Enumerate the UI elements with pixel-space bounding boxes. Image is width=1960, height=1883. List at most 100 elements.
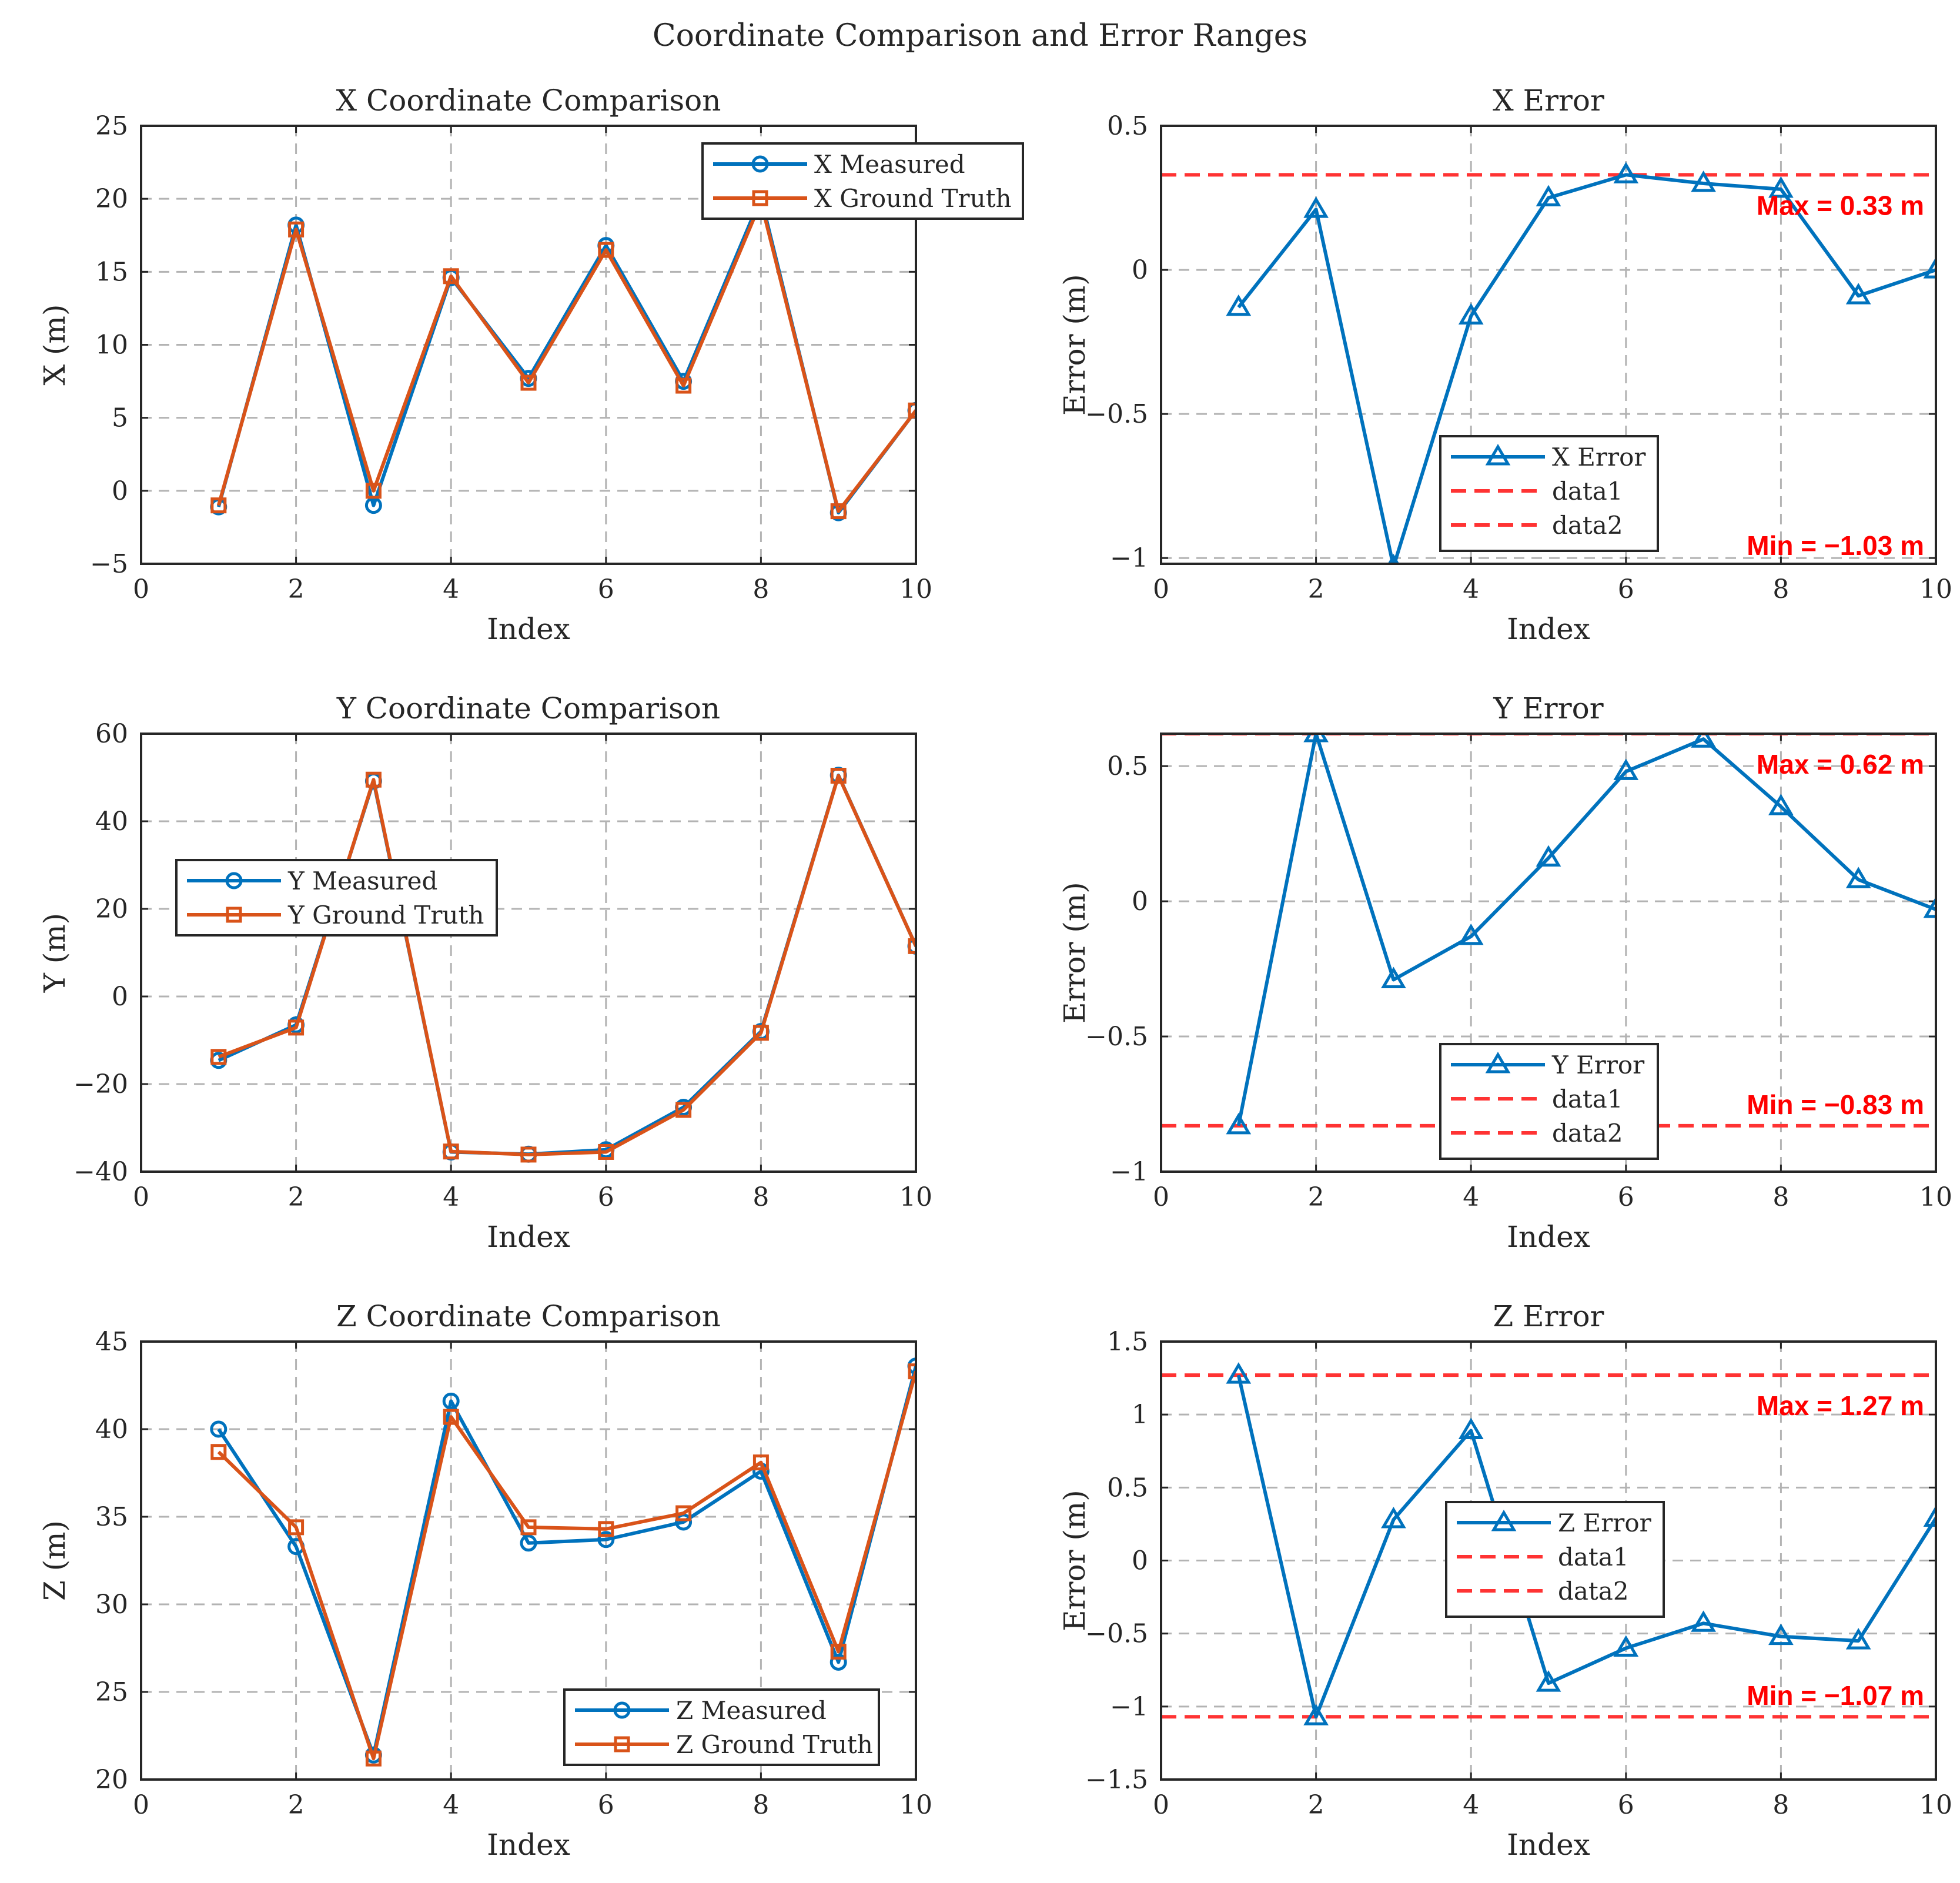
x-axis-label: Index bbox=[1507, 1828, 1590, 1862]
y-tick-label: −1 bbox=[1110, 543, 1148, 573]
legend-label: X Ground Truth bbox=[814, 184, 1012, 213]
x-tick-label: 0 bbox=[133, 1790, 149, 1820]
data-point bbox=[1691, 734, 1716, 748]
legend-box bbox=[175, 859, 498, 937]
x-tick-label: 10 bbox=[899, 1182, 932, 1212]
data-point bbox=[1303, 734, 1329, 743]
x-tick-label: 0 bbox=[1153, 1790, 1169, 1820]
legend-marker bbox=[751, 155, 769, 173]
data-point bbox=[908, 1363, 916, 1380]
legend-marker bbox=[613, 1701, 631, 1719]
data-point bbox=[1923, 257, 1936, 279]
legend-label: Z Error bbox=[1558, 1509, 1652, 1537]
x-tick-label: 4 bbox=[443, 574, 459, 604]
axes-box bbox=[140, 125, 917, 565]
data-point bbox=[288, 221, 305, 238]
axes-box bbox=[1160, 125, 1937, 565]
legend-entry: X Error bbox=[1451, 443, 1646, 471]
data-point bbox=[1458, 1417, 1484, 1439]
x-axis-label: Index bbox=[487, 1828, 570, 1862]
series-x-measured bbox=[210, 189, 916, 521]
legend-marker bbox=[1485, 444, 1511, 466]
x-tick-label: 4 bbox=[1463, 574, 1479, 604]
y-tick-label: 0 bbox=[112, 982, 128, 1012]
y-axis-label: Error (m) bbox=[1058, 274, 1092, 416]
panel-x-error: 0 2 4 6 8 10 −1 −0.5 0 0.5 X Error Index Error (m) Ma… bbox=[1058, 83, 1952, 646]
data-point bbox=[1303, 196, 1329, 218]
data-point bbox=[675, 1505, 692, 1521]
legend-label: data2 bbox=[1558, 1577, 1629, 1606]
data-point bbox=[1458, 303, 1484, 325]
legend-entry: data2 bbox=[1451, 511, 1623, 540]
series-line bbox=[217, 1370, 916, 1761]
legend-label: data2 bbox=[1552, 511, 1623, 540]
y-tick-label: 0 bbox=[1132, 887, 1148, 917]
series-y-error bbox=[1226, 734, 1936, 1135]
data-point bbox=[675, 1102, 692, 1118]
legend-label: X Measured bbox=[814, 150, 965, 179]
legend-label: X Error bbox=[1552, 443, 1646, 471]
data-point bbox=[1458, 923, 1484, 945]
data-point bbox=[1768, 794, 1794, 815]
legend-label: Z Ground Truth bbox=[676, 1730, 873, 1759]
panel-z-error: 0 2 4 6 8 10 −1.5 −1 −0.5 0 0.5 1 1.5 Z Error Index Err… bbox=[1058, 1299, 1952, 1862]
panel-y-compare: 0 2 4 6 8 10 −40 −20 0 20 40 60 Y Coordinate Compari… bbox=[38, 691, 932, 1254]
x-axis-label: Index bbox=[1507, 612, 1590, 646]
x-tick-label: 2 bbox=[288, 1182, 305, 1212]
x-tick-label: 8 bbox=[752, 574, 769, 604]
data-point bbox=[1923, 1505, 1936, 1527]
y-tick-label: −20 bbox=[73, 1069, 128, 1099]
legend-box bbox=[563, 1688, 880, 1766]
data-point bbox=[1613, 162, 1639, 183]
axes-box bbox=[1160, 1340, 1937, 1781]
y-tick-label: 5 bbox=[112, 403, 128, 433]
min-annotation: Min = −1.03 m bbox=[1747, 530, 1924, 561]
y-tick-label: 0.5 bbox=[1107, 1473, 1148, 1503]
x-tick-label: 4 bbox=[1463, 1790, 1479, 1820]
data-point bbox=[1536, 1670, 1561, 1692]
panel-title: Y Error bbox=[1493, 691, 1603, 725]
y-tick-label: 25 bbox=[95, 1677, 128, 1707]
panel-y-error: 0 2 4 6 8 10 −1 −0.5 0 0.5 Y Error Index Error (m) Ma… bbox=[1058, 691, 1952, 1254]
legend-entry: data2 bbox=[1451, 1119, 1623, 1148]
y-tick-label: 0.5 bbox=[1107, 751, 1148, 781]
legend-marker bbox=[226, 907, 242, 923]
data-point bbox=[1387, 553, 1400, 564]
legend-label: Y Error bbox=[1551, 1051, 1645, 1079]
series-line bbox=[218, 773, 916, 1156]
legend: Y Measured Y Ground Truth bbox=[175, 859, 498, 937]
x-tick-label: 2 bbox=[288, 574, 305, 604]
data-point bbox=[210, 1444, 227, 1460]
y-tick-label: 30 bbox=[95, 1590, 128, 1620]
legend-label: data1 bbox=[1552, 477, 1623, 506]
panel-z-compare: 0 2 4 6 8 10 20 25 30 35 40 45 Z Coordinate Comparis… bbox=[38, 1299, 932, 1862]
data-point bbox=[1303, 1704, 1329, 1725]
x-tick-label: 0 bbox=[133, 1182, 149, 1212]
x-tick-label: 8 bbox=[1772, 574, 1789, 604]
x-tick-label: 8 bbox=[752, 1182, 769, 1212]
y-tick-label: −1 bbox=[1110, 1692, 1148, 1722]
data-point bbox=[520, 1534, 537, 1552]
y-tick-label: 0 bbox=[1132, 255, 1148, 285]
data-point bbox=[520, 1519, 537, 1536]
legend-entry: Z Ground Truth bbox=[575, 1730, 873, 1759]
x-tick-label: 6 bbox=[1618, 1790, 1634, 1820]
y-tick-label: 15 bbox=[95, 257, 128, 287]
x-tick-label: 4 bbox=[443, 1790, 459, 1820]
x-tick-label: 6 bbox=[598, 1182, 614, 1212]
x-tick-label: 6 bbox=[598, 574, 614, 604]
legend-entry: data2 bbox=[1457, 1577, 1629, 1606]
x-tick-label: 6 bbox=[1618, 1182, 1634, 1212]
x-tick-label: 4 bbox=[1463, 1182, 1479, 1212]
data-point bbox=[443, 268, 459, 285]
y-tick-label: 20 bbox=[95, 184, 128, 214]
legend-box bbox=[701, 142, 1024, 220]
y-tick-label: 0 bbox=[112, 476, 128, 506]
series-line bbox=[216, 195, 916, 515]
data-point bbox=[1613, 1635, 1639, 1657]
x-axis-label: Index bbox=[487, 1220, 570, 1254]
axes-box bbox=[140, 733, 917, 1173]
y-tick-label: −1 bbox=[1110, 1157, 1148, 1187]
